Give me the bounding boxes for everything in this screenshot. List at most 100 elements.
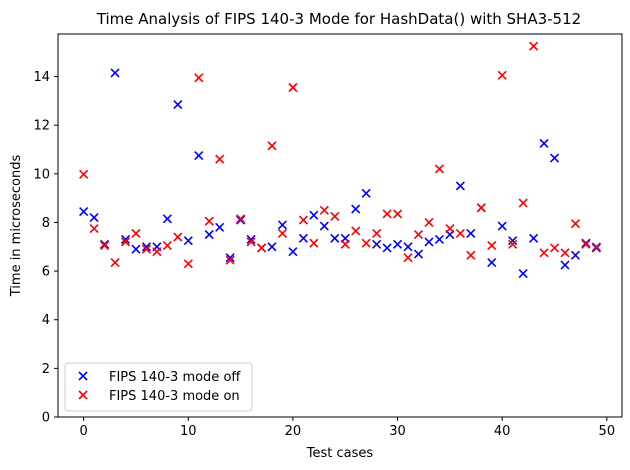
data-point (246, 234, 256, 245)
data-point (476, 203, 486, 213)
y-axis-label: Time in microseconds (9, 155, 24, 298)
data-point (539, 248, 549, 258)
data-point (319, 205, 329, 215)
data-point (487, 240, 497, 251)
data-point (110, 68, 120, 78)
x-tick-label: 0 (79, 424, 87, 439)
y-tick-label: 6 (42, 265, 50, 280)
data-point (340, 239, 350, 249)
data-point (581, 238, 591, 248)
data-point (309, 210, 319, 220)
data-point (497, 221, 507, 231)
legend-label-mode-on: FIPS 140-3 mode on (109, 389, 240, 404)
y-tick-label: 8 (42, 216, 50, 231)
data-point (141, 244, 151, 254)
data-point (351, 204, 361, 214)
data-point (434, 164, 444, 174)
legend: FIPS 140-3 mode off FIPS 140-3 mode on (64, 362, 253, 412)
legend-marker-x (78, 371, 88, 381)
x-tick-label: 50 (599, 424, 616, 439)
data-point (298, 215, 308, 225)
data-point (487, 258, 497, 268)
data-point (89, 223, 99, 234)
data-point (518, 268, 528, 279)
data-point (392, 239, 403, 249)
plot-area (79, 41, 601, 279)
x-tick-label: 10 (180, 424, 197, 439)
data-point (110, 258, 120, 268)
x-tick-label: 40 (494, 424, 511, 439)
data-point (570, 250, 581, 260)
data-point (549, 153, 560, 163)
data-point (225, 253, 235, 263)
data-point (173, 232, 183, 242)
data-point (434, 234, 444, 245)
data-point (424, 217, 434, 228)
data-point (162, 240, 172, 251)
data-point (173, 99, 183, 110)
data-point (508, 236, 518, 246)
data-point (508, 239, 518, 249)
data-point (497, 70, 507, 80)
y-tick-label: 4 (42, 313, 50, 328)
data-point (215, 222, 225, 232)
data-point (131, 228, 141, 238)
data-point (361, 238, 371, 248)
data-point (319, 221, 329, 231)
data-point (183, 236, 193, 246)
data-point (372, 228, 382, 238)
data-point (288, 247, 298, 257)
legend-marker-mode-on (78, 390, 88, 400)
data-point (529, 41, 539, 51)
data-point (204, 216, 214, 226)
data-point (330, 211, 340, 221)
data-point (131, 244, 141, 254)
chart-title: Time Analysis of FIPS 140-3 Mode for Has… (96, 10, 581, 28)
x-axis: 0 10 20 30 40 50 (79, 417, 615, 439)
data-point (591, 243, 601, 253)
data-point (183, 259, 193, 269)
data-point (79, 206, 89, 217)
data-point (372, 239, 382, 249)
data-point (99, 239, 110, 249)
data-point (120, 237, 131, 247)
x-tick-label: 30 (389, 424, 406, 439)
data-point (382, 243, 392, 253)
data-point (392, 209, 403, 219)
data-point (413, 230, 424, 240)
data-point (570, 219, 581, 229)
data-point (194, 73, 204, 83)
legend-marker-mode-off (78, 371, 88, 381)
y-tick-label: 10 (33, 167, 50, 182)
data-point (277, 228, 288, 238)
legend-marker-x (78, 390, 88, 400)
x-axis-label: Test cases (306, 446, 374, 461)
data-point (204, 230, 214, 240)
data-point (277, 220, 288, 230)
data-point (529, 233, 539, 243)
data-point (351, 226, 361, 236)
data-point (549, 243, 560, 253)
data-point (246, 237, 256, 247)
plot-frame (57, 33, 623, 418)
data-point (560, 248, 570, 258)
data-point (455, 181, 465, 191)
data-point (581, 239, 591, 249)
data-point (466, 228, 476, 238)
data-point (152, 247, 162, 257)
data-point (89, 213, 99, 223)
series-mode-off (79, 68, 601, 279)
data-point (518, 198, 528, 208)
data-point (298, 233, 308, 243)
data-point (120, 234, 131, 245)
legend-box (64, 362, 253, 412)
y-tick-label: 14 (33, 70, 50, 85)
data-point (79, 169, 89, 179)
data-point (445, 223, 455, 234)
data-point (194, 151, 204, 161)
data-point (330, 233, 340, 243)
data-point (141, 242, 151, 252)
data-point (215, 154, 225, 164)
y-tick-label: 12 (33, 119, 50, 134)
